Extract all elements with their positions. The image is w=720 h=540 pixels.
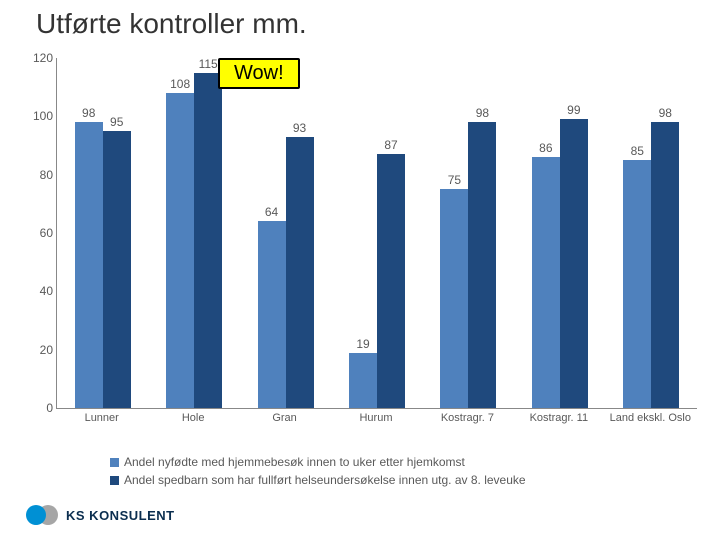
y-tick: 40 <box>27 284 53 298</box>
logo-text-bold: KS <box>66 508 85 523</box>
y-tick: 0 <box>27 401 53 415</box>
bar: 98 <box>651 122 679 408</box>
y-tick: 20 <box>27 343 53 357</box>
bar-value-label: 87 <box>377 138 405 152</box>
bar: 108 <box>166 93 194 408</box>
bar-value-label: 64 <box>258 205 286 219</box>
bar-rect <box>349 353 377 408</box>
bar-rect <box>651 122 679 408</box>
bar-value-label: 98 <box>468 106 496 120</box>
legend-swatch <box>110 458 119 467</box>
slide-root: { "title": "Utførte kontroller mm.", "ca… <box>0 0 720 540</box>
bar: 87 <box>377 154 405 408</box>
bar-value-label: 93 <box>286 121 314 135</box>
bar-rect <box>258 221 286 408</box>
bar-rect <box>75 122 103 408</box>
bar-rect <box>532 157 560 408</box>
bar-rect <box>623 160 651 408</box>
bar-rect <box>377 154 405 408</box>
logo-mark <box>26 504 60 526</box>
logo-text-rest: KONSULENT <box>85 508 175 523</box>
legend-label: Andel nyfødte med hjemmebesøk innen to u… <box>124 455 465 469</box>
y-tick: 80 <box>27 168 53 182</box>
bar: 99 <box>560 119 588 408</box>
bar: 19 <box>349 353 377 408</box>
bar: 64 <box>258 221 286 408</box>
legend: Andel nyfødte med hjemmebesøk innen to u… <box>110 455 650 491</box>
legend-label: Andel spedbarn som har fullført helseund… <box>124 473 526 487</box>
bar-value-label: 85 <box>623 144 651 158</box>
bar-rect <box>286 137 314 408</box>
x-tick-label: Kostragr. 11 <box>530 412 589 424</box>
logo-circle-blue <box>26 505 46 525</box>
bar-rect <box>440 189 468 408</box>
bar: 86 <box>532 157 560 408</box>
legend-swatch <box>110 476 119 485</box>
callout-text: Wow! <box>234 62 284 84</box>
bar-rect <box>194 73 222 408</box>
bar-value-label: 75 <box>440 173 468 187</box>
bar: 95 <box>103 131 131 408</box>
bar-rect <box>560 119 588 408</box>
bar-value-label: 19 <box>349 337 377 351</box>
x-tick-label: Hurum <box>359 412 392 424</box>
legend-item: Andel spedbarn som har fullført helseund… <box>110 473 650 487</box>
bar-value-label: 98 <box>75 106 103 120</box>
x-tick-label: Kostragr. 7 <box>441 412 494 424</box>
slide-title: Utførte kontroller mm. <box>36 8 307 40</box>
bar-value-label: 108 <box>166 77 194 91</box>
bar: 115 <box>194 73 222 408</box>
bar-rect <box>166 93 194 408</box>
callout-box: Wow! <box>218 58 300 89</box>
bar-rect <box>103 131 131 408</box>
y-tick: 60 <box>27 226 53 240</box>
x-tick-label: Hole <box>182 412 205 424</box>
x-tick-label: Gran <box>272 412 296 424</box>
bar-value-label: 99 <box>560 103 588 117</box>
logo-text: KS KONSULENT <box>66 508 175 523</box>
x-tick-label: Land ekskl. Oslo <box>610 412 691 424</box>
bar: 93 <box>286 137 314 408</box>
y-tick: 120 <box>27 51 53 65</box>
bar-chart: 0204060801001209895108115649319877598869… <box>26 58 696 448</box>
y-tick: 100 <box>27 109 53 123</box>
plot-area: 0204060801001209895108115649319877598869… <box>56 58 697 409</box>
bar-value-label: 95 <box>103 115 131 129</box>
bar-rect <box>468 122 496 408</box>
bar-value-label: 98 <box>651 106 679 120</box>
bar: 98 <box>468 122 496 408</box>
bar-value-label: 86 <box>532 141 560 155</box>
brand-logo: KS KONSULENT <box>26 504 175 526</box>
bar: 98 <box>75 122 103 408</box>
legend-item: Andel nyfødte med hjemmebesøk innen to u… <box>110 455 650 469</box>
x-tick-label: Lunner <box>85 412 119 424</box>
bar: 85 <box>623 160 651 408</box>
bar: 75 <box>440 189 468 408</box>
